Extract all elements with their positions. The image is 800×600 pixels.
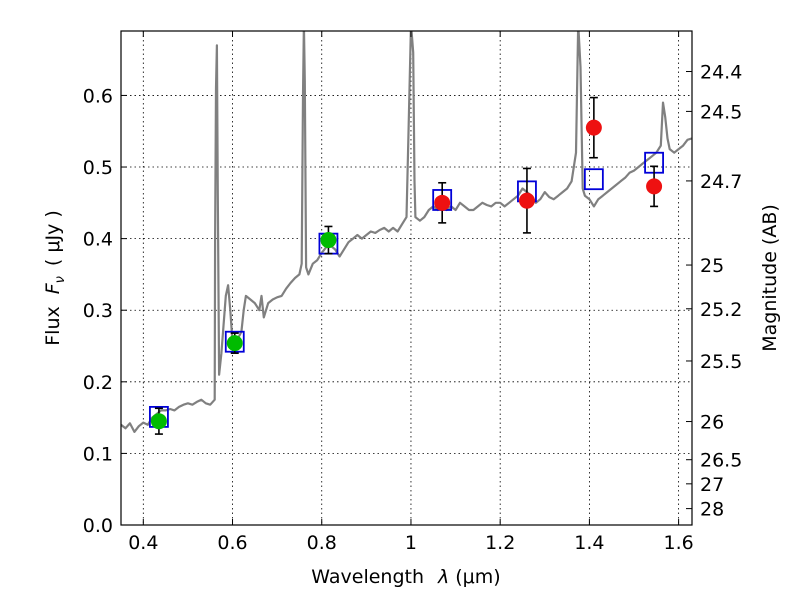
model-box — [583, 168, 604, 191]
x-tick-label: 1.2 — [485, 532, 515, 554]
y2-axis-label: Magnitude (AB) — [759, 204, 781, 352]
x-axis-label: Wavelength λ (μm) — [311, 566, 500, 588]
data-point — [226, 335, 243, 352]
y2-tick-label: 25 — [700, 255, 724, 277]
y2-tick-label: 24.5 — [700, 101, 742, 123]
y-tick-label: 0.5 — [83, 157, 113, 179]
x-tick-label: 0.4 — [128, 532, 158, 554]
x-tick-label: 0.8 — [307, 532, 337, 554]
y2-tick-label: 26 — [700, 412, 724, 434]
y2-tick-label: 25.2 — [700, 299, 742, 321]
data-point — [585, 119, 602, 136]
data-point — [150, 413, 167, 430]
y2-tick-label: 27 — [700, 474, 724, 496]
axis-ticks: 0.4 0.6 0.8 1 1.2 1.4 1.6 0.0 0.1 0.2 0.3 0.4 0.5 0.6… — [83, 31, 742, 554]
x-tick-label: 0.6 — [217, 532, 247, 554]
y2-tick-label: 24.7 — [700, 171, 742, 193]
plot-area — [121, 31, 692, 435]
y-axis-label: FluxFν( μJy ) — [42, 210, 68, 346]
x-tick-label: 1.4 — [574, 532, 604, 554]
y2-tick-label: 24.4 — [700, 62, 742, 84]
y-tick-label: 0.3 — [83, 300, 113, 322]
data-point — [320, 232, 337, 249]
y-tick-label: 0.2 — [83, 372, 113, 394]
y-tick-label: 0.6 — [83, 85, 113, 107]
data-point — [518, 192, 535, 209]
x-tick-label: 1 — [405, 532, 417, 554]
y2-tick-label: 26.5 — [700, 450, 742, 472]
data-point — [434, 194, 451, 211]
y-tick-label: 0.0 — [83, 515, 113, 537]
spectrum-line — [121, 31, 692, 433]
y2-tick-label: 28 — [700, 499, 724, 521]
y-tick-label: 0.1 — [83, 443, 113, 465]
plot-frame — [120, 30, 693, 526]
y-tick-label: 0.4 — [83, 229, 113, 251]
x-tick-label: 1.6 — [664, 532, 694, 554]
y2-tick-label: 25.5 — [700, 351, 742, 373]
data-point — [646, 178, 663, 195]
